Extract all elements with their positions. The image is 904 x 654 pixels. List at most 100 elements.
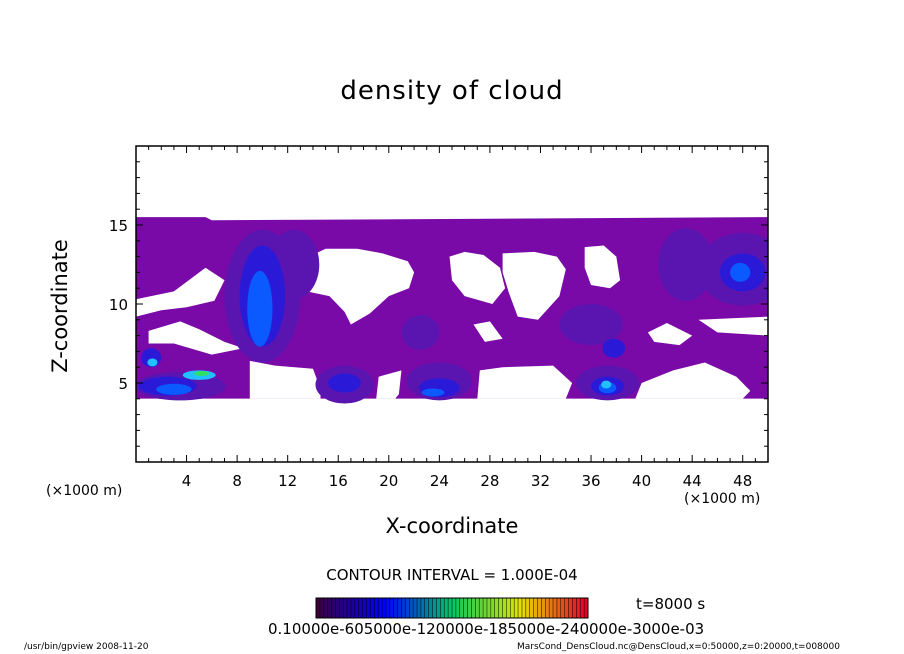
clear-sky-gap [477,365,573,399]
colorbar-segment [533,598,538,618]
colorbar-segment [393,598,399,618]
colorbar-segment [405,598,410,618]
x-tick-label: 8 [232,472,242,490]
x-tick-label: 12 [278,472,297,490]
colorbar-segment [409,598,414,618]
core-region [156,383,192,395]
colorbar-segment [382,598,387,618]
colorbar-segment [553,598,558,618]
colorbar-segment [459,598,465,618]
colorbar-segment [440,598,445,618]
colorbar-segment [362,598,368,618]
clear-sky-gap [249,360,321,399]
colorbar-segment [436,598,441,618]
clear-sky-gap [136,267,225,317]
clear-sky-gap [148,321,244,355]
colorbar-segment [479,598,484,618]
colorbar-segment [576,598,581,618]
x-tick-label: 48 [733,472,752,490]
colorbar [315,597,589,619]
x-tick-label: 36 [581,472,600,490]
x-tick-label: 44 [683,472,702,490]
colorbar-segment [568,598,573,618]
colorbar-segment [514,598,519,618]
contour-interval-label: CONTOUR INTERVAL = 1.000E-04 [326,566,578,584]
colorbar-segment [545,598,550,618]
clear-sky-gap [584,245,621,289]
colorbar-segment [463,598,469,618]
colorbar-segment [502,598,507,618]
colorbar-segment [432,598,437,618]
time-label: t=8000 s [636,595,706,613]
colorbar-segment [366,598,371,618]
colorbar-segment [424,598,430,618]
colorbar-segment [560,598,566,618]
highest-region [194,371,210,376]
colorbar-segment [486,598,492,618]
colorbar-segment [483,598,488,618]
x-unit-label-right: (×1000 m) [684,491,761,507]
y-tick-label: 15 [109,217,128,235]
colorbar-segment [510,598,515,618]
colorbar-segment [401,598,406,618]
colorbar-segment [475,598,480,618]
colorbar-segment [549,598,554,618]
colorbar-segment [413,598,418,618]
footer-right: MarsCond_DensCloud.nc@DensCloud,x=0:5000… [517,642,840,652]
colorbar-segment [331,598,336,618]
colorbar-segment [378,598,383,618]
colorbar-segment [327,598,333,618]
colorbar-segment [389,598,395,618]
colorbar-segment [580,598,585,618]
core-region [247,270,273,347]
x-tick-label: 4 [182,472,192,490]
core-region [730,262,751,282]
clear-sky-gap [647,323,693,346]
clear-sky-gap [136,398,768,401]
colorbar-segment [374,598,379,618]
colorbar-segment [452,598,457,618]
colorbar-frame [315,597,589,619]
clear-sky-gap [698,316,768,336]
colorbar-segment [467,598,472,618]
x-tick-label: 16 [329,472,348,490]
colorbar-segment [584,598,589,618]
colorbar-segment [556,598,562,618]
x-axis-label: X-coordinate [385,514,519,538]
clear-sky-gap [302,248,415,325]
x-tick-label: 20 [379,472,398,490]
core-region [421,388,445,397]
footer-left: /usr/bin/gpview 2008-11-20 [24,642,149,652]
clear-sky-gap [449,251,506,304]
colorbar-segment [518,598,523,618]
clear-sky-gap [502,251,566,320]
colorbar-segment [339,598,344,618]
colorbar-segment [521,598,527,618]
x-tick-label: 24 [430,472,449,490]
clear-sky-gap [473,321,503,342]
colorbar-segment [397,598,402,618]
y-tick-label: 10 [109,296,128,314]
density-region [401,315,440,350]
colorbar-segment [358,598,364,618]
x-tick-label: 32 [531,472,550,490]
colorbar-segment [323,598,329,618]
colorbar-segment [494,598,500,618]
colorbar-segment [343,598,348,618]
density-region [559,304,623,346]
dense-region [328,373,361,393]
colorbar-segment [370,598,375,618]
clear-sky-gap [635,362,751,399]
colorbar-segment [420,598,426,618]
colorbar-segment [525,598,531,618]
colorbar-segment [541,598,546,618]
colorbar-segment [448,598,453,618]
colorbar-segment [417,598,422,618]
x-tick-label: 28 [480,472,499,490]
x-unit-label-left: (×1000 m) [46,483,123,499]
colorbar-segment [537,598,542,618]
colorbar-segment [335,598,340,618]
colorbar-segment [316,598,321,618]
